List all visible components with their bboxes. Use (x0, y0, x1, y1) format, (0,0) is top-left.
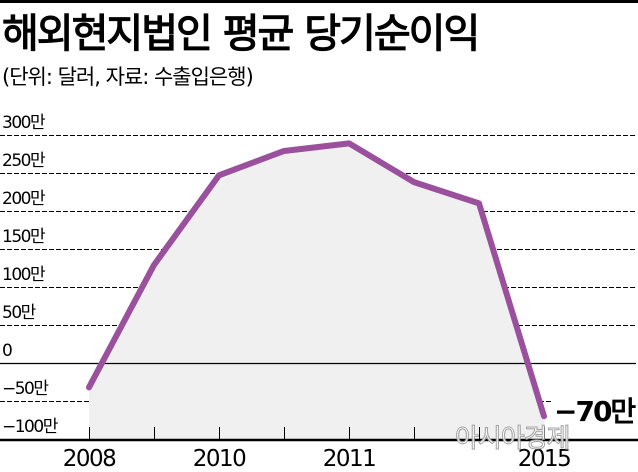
x-tick-label: 2010 (192, 446, 247, 472)
x-axis-ticks (89, 427, 545, 439)
x-tick-label: 2015 (517, 446, 572, 472)
y-tick-label: 150만 (2, 227, 46, 247)
y-tick-label: 100만 (2, 265, 46, 285)
chart-subtitle: (단위: 달러, 자료: 수출입은행) (2, 65, 254, 89)
area-fill (89, 143, 544, 440)
chart-title: 해외현지법인 평균 당기순이익 (2, 11, 480, 57)
y-tick-label: −100만 (2, 417, 58, 437)
x-tick-label: 2011 (322, 446, 377, 472)
x-tick-label: 2008 (62, 446, 117, 472)
data-line (86, 140, 547, 420)
y-tick-label: 300만 (2, 113, 46, 133)
top-rule (0, 0, 638, 3)
endpoint-annotation: −70만 (552, 395, 636, 428)
y-tick-label: 200만 (2, 189, 46, 209)
y-tick-label: 50만 (2, 303, 36, 323)
y-tick-label: −50만 (2, 379, 49, 399)
watermark-logo: 아시아경제 (455, 424, 572, 455)
y-tick-label: 250만 (2, 151, 46, 171)
y-tick-label: 0 (2, 341, 13, 361)
